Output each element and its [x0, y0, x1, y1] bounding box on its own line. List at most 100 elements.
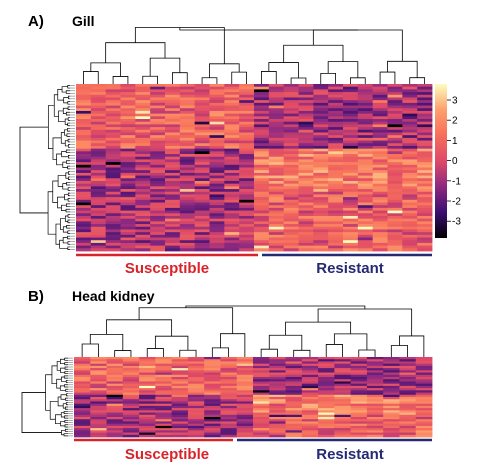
heatmap-cell — [194, 199, 210, 203]
heatmap-cell — [298, 205, 314, 209]
heatmap-cell — [139, 419, 156, 422]
heatmap-cell — [224, 218, 240, 222]
heatmap-cell — [187, 363, 205, 367]
heatmap-cell — [313, 232, 329, 236]
heatmap-cell — [135, 180, 151, 185]
heatmap-cell — [187, 388, 205, 391]
heatmap-cell — [106, 388, 124, 391]
heatmap-cell — [387, 94, 403, 98]
heatmap-cell — [209, 154, 225, 158]
heatmap-cell — [268, 202, 285, 206]
heatmap-cell — [74, 372, 91, 376]
heatmap-cell — [269, 425, 286, 429]
heatmap-cell — [204, 381, 221, 385]
heatmap-cell — [298, 170, 314, 174]
heatmap-cell — [135, 205, 151, 209]
heatmap-cell — [204, 370, 221, 373]
heatmap-cell — [236, 401, 254, 405]
heatmap-cell — [402, 124, 418, 128]
heatmap-cell — [105, 226, 121, 230]
heatmap-cell — [165, 180, 181, 185]
heatmap-cell — [298, 207, 314, 211]
heatmap-cell — [343, 164, 359, 168]
heatmap-cell — [357, 178, 374, 182]
heatmap-cell — [254, 154, 270, 158]
heatmap-cell — [268, 170, 285, 174]
heatmap-cell — [372, 202, 388, 206]
heatmap-cell — [298, 242, 314, 247]
heatmap-cell — [236, 421, 254, 425]
heatmap-cell — [328, 86, 344, 90]
heatmap-cell — [105, 167, 121, 171]
heatmap-cell — [90, 92, 107, 96]
heatmap-cell — [334, 363, 352, 367]
heatmap-cell — [372, 97, 388, 101]
heatmap-cell — [236, 361, 254, 365]
heatmap-cell — [204, 434, 221, 438]
heatmap-cell — [150, 207, 166, 211]
heatmap-cell — [417, 135, 433, 139]
heatmap-cell — [285, 363, 303, 367]
heatmap-cell — [383, 403, 400, 407]
heatmap-cell — [76, 121, 92, 125]
heatmap-cell — [402, 148, 418, 152]
heatmap-cell — [298, 151, 314, 155]
heatmap-cell — [313, 199, 329, 203]
heatmap-cell — [179, 129, 196, 133]
heatmap-cell — [122, 383, 140, 387]
heatmap-cell — [372, 116, 388, 120]
heatmap-cell — [220, 379, 238, 382]
heatmap-cell — [298, 240, 314, 244]
heatmap-cell — [366, 417, 384, 420]
heatmap-cell — [417, 237, 433, 241]
heatmap-cell — [357, 110, 374, 115]
heatmap-cell — [387, 215, 403, 220]
heatmap-cell — [209, 140, 225, 144]
heatmap-cell — [402, 172, 418, 176]
heatmap-cell — [402, 89, 418, 93]
heatmap-cell — [120, 218, 136, 222]
heatmap-cell — [165, 234, 181, 238]
heatmap-cell — [372, 224, 388, 228]
heatmap-cell — [74, 392, 91, 396]
heatmap-cell — [283, 137, 299, 141]
heatmap-cell — [179, 140, 196, 144]
heatmap-cell — [209, 178, 225, 182]
heatmap-cell — [357, 137, 374, 141]
heatmap-cell — [135, 234, 151, 238]
heatmap-cell — [76, 162, 92, 166]
heatmap-cell — [90, 428, 107, 431]
heatmap-cell — [357, 248, 374, 252]
dendrogram-branch — [67, 122, 70, 127]
heatmap-cell — [74, 370, 91, 373]
heatmap-cell — [343, 100, 359, 104]
heatmap-cell — [179, 248, 196, 252]
heatmap-cell — [139, 434, 156, 438]
heatmap-cell — [239, 180, 255, 185]
heatmap-cell — [139, 401, 156, 405]
heatmap-cell — [366, 394, 384, 398]
heatmap-cell — [383, 372, 400, 376]
heatmap-cell — [120, 194, 136, 198]
heatmap-cell — [155, 428, 173, 431]
heatmap-cell — [372, 108, 388, 112]
heatmap-cell — [171, 361, 189, 365]
heatmap-cell — [402, 194, 418, 198]
heatmap-cell — [171, 421, 189, 425]
heatmap-cell — [417, 92, 433, 96]
heatmap-cell — [298, 191, 314, 195]
heatmap-cell — [253, 379, 270, 382]
heatmap-cell — [301, 410, 319, 413]
heatmap-cell — [150, 226, 166, 230]
heatmap-cell — [139, 365, 156, 369]
heatmap-cell — [357, 210, 374, 214]
heatmap-cell — [239, 189, 255, 193]
heatmap-cell — [417, 221, 433, 225]
heatmap-cell — [171, 383, 189, 387]
heatmap-cell — [90, 423, 107, 427]
heatmap-cell — [194, 175, 210, 179]
heatmap-cell — [350, 421, 368, 425]
heatmap-cell — [334, 383, 352, 387]
heatmap-cell — [179, 148, 196, 152]
heatmap-cell — [366, 390, 384, 393]
